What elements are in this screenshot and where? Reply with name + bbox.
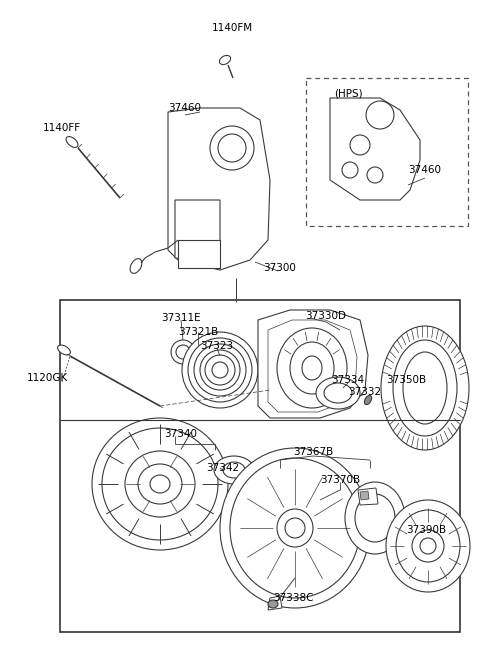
Bar (306, 78, 468, 226)
Ellipse shape (210, 126, 254, 170)
Ellipse shape (420, 538, 436, 554)
Bar (60, 300, 460, 632)
Ellipse shape (125, 451, 195, 517)
Text: 37311E: 37311E (161, 313, 201, 323)
Polygon shape (178, 240, 220, 268)
Polygon shape (330, 98, 420, 200)
Text: 1140FF: 1140FF (43, 123, 81, 133)
Ellipse shape (345, 482, 405, 554)
Text: 37321B: 37321B (178, 327, 218, 337)
Text: 37342: 37342 (206, 463, 240, 473)
Ellipse shape (66, 136, 78, 148)
Ellipse shape (212, 362, 228, 378)
Ellipse shape (138, 464, 182, 504)
Ellipse shape (316, 377, 360, 409)
Ellipse shape (381, 326, 469, 450)
Ellipse shape (355, 494, 395, 542)
Text: 37330D: 37330D (305, 311, 347, 321)
Text: 37390B: 37390B (406, 525, 446, 535)
Ellipse shape (324, 383, 352, 403)
Ellipse shape (220, 448, 370, 608)
Text: 1140FM: 1140FM (211, 23, 252, 33)
Ellipse shape (364, 396, 372, 405)
Ellipse shape (290, 342, 334, 394)
Text: 37460: 37460 (408, 165, 442, 175)
Ellipse shape (182, 332, 258, 408)
Ellipse shape (412, 530, 444, 562)
Text: 37338C: 37338C (273, 593, 313, 603)
Ellipse shape (386, 500, 470, 592)
Ellipse shape (302, 356, 322, 380)
Ellipse shape (285, 518, 305, 538)
Ellipse shape (230, 458, 360, 598)
Ellipse shape (58, 345, 71, 355)
Ellipse shape (350, 135, 370, 155)
Text: 37332: 37332 (348, 387, 382, 397)
Ellipse shape (393, 340, 457, 436)
Ellipse shape (396, 510, 460, 582)
Ellipse shape (223, 462, 245, 478)
Ellipse shape (219, 55, 230, 64)
Text: 37340: 37340 (165, 429, 197, 439)
Ellipse shape (171, 340, 195, 364)
Polygon shape (360, 491, 369, 500)
Ellipse shape (218, 134, 246, 162)
Text: 37300: 37300 (264, 263, 297, 273)
Text: 37334: 37334 (331, 375, 365, 385)
Polygon shape (168, 108, 270, 270)
Text: 37460: 37460 (168, 103, 202, 113)
Ellipse shape (277, 509, 313, 547)
Polygon shape (358, 488, 378, 505)
Ellipse shape (277, 328, 347, 408)
Ellipse shape (102, 428, 218, 540)
Text: 37323: 37323 (201, 341, 234, 351)
Ellipse shape (367, 167, 383, 183)
Ellipse shape (366, 101, 394, 129)
Ellipse shape (130, 258, 142, 274)
Ellipse shape (176, 345, 190, 359)
Ellipse shape (214, 456, 254, 484)
Ellipse shape (268, 600, 278, 608)
Text: (HPS): (HPS) (334, 89, 362, 99)
Ellipse shape (342, 162, 358, 178)
Polygon shape (268, 320, 357, 412)
Ellipse shape (403, 352, 447, 424)
Polygon shape (258, 310, 368, 418)
Text: 37350B: 37350B (386, 375, 426, 385)
Ellipse shape (150, 475, 170, 493)
Text: 37370B: 37370B (320, 475, 360, 485)
Ellipse shape (92, 418, 228, 550)
Text: 37367B: 37367B (293, 447, 333, 457)
Text: 1120GK: 1120GK (26, 373, 68, 383)
Polygon shape (175, 200, 220, 262)
Polygon shape (268, 596, 282, 610)
